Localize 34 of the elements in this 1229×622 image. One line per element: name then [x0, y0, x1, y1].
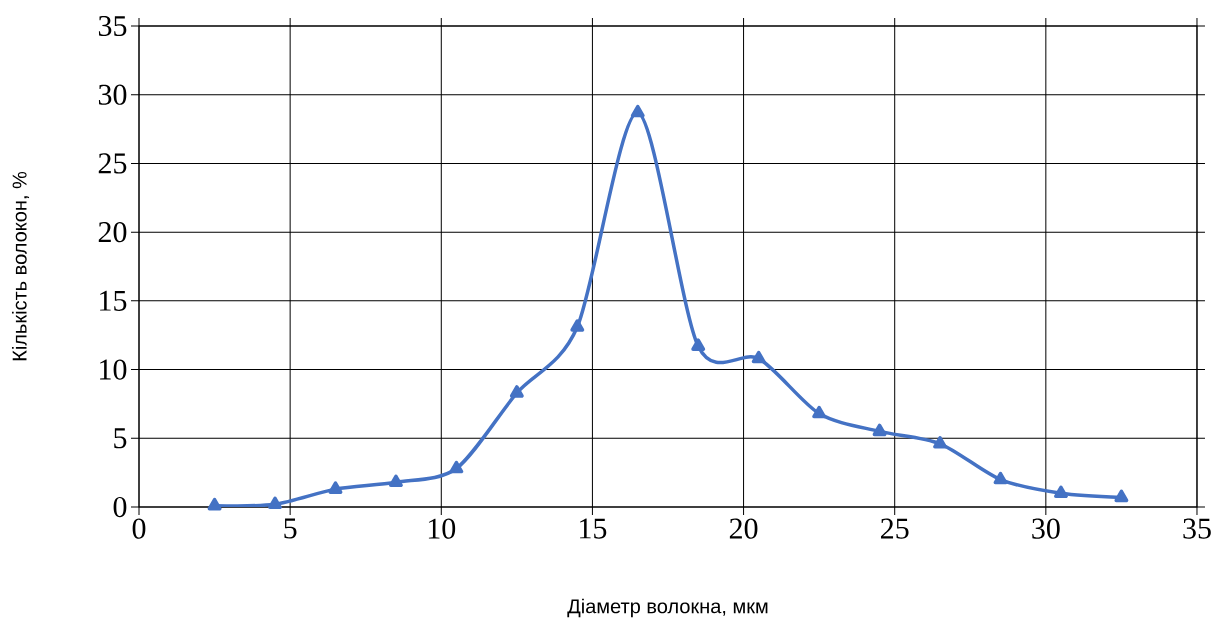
point: [268, 496, 282, 509]
x-tick-label: 30: [1032, 518, 1060, 539]
y-tick-label: 0: [113, 496, 127, 518]
x-tick-label: 35: [1183, 518, 1211, 539]
x-axis-title: Діаметр волокна, мкм: [567, 598, 768, 618]
y-tick-label: 20: [98, 222, 127, 243]
x-tick-label: 20: [729, 518, 758, 539]
point: [509, 385, 524, 398]
point: [993, 471, 1008, 485]
point: [1054, 485, 1068, 499]
point: [207, 497, 222, 511]
y-tick-label: 10: [100, 359, 127, 380]
y-tick-label: 30: [98, 84, 127, 105]
point: [449, 460, 464, 474]
x-tick-label: 0: [132, 518, 146, 539]
x-tick-label: 15: [580, 518, 607, 539]
y-tick-label: 15: [100, 290, 127, 311]
point: [751, 350, 766, 364]
point: [1114, 489, 1129, 503]
point: [630, 104, 645, 118]
x-tick-label: 25: [881, 518, 909, 539]
point: [812, 405, 827, 419]
x-tick-label: 5: [284, 518, 297, 539]
y-tick-label: 5: [114, 428, 127, 449]
point: [328, 481, 343, 494]
y-tick-label: 35: [98, 15, 127, 37]
x-tick-label: 10: [428, 518, 456, 539]
point: [388, 474, 403, 488]
point: [570, 319, 585, 332]
point: [872, 423, 887, 437]
point: [933, 436, 947, 449]
y-tick-label: 25: [98, 153, 127, 174]
point: [691, 338, 706, 351]
y-axis-title: Кількість волокон, %: [11, 171, 30, 361]
